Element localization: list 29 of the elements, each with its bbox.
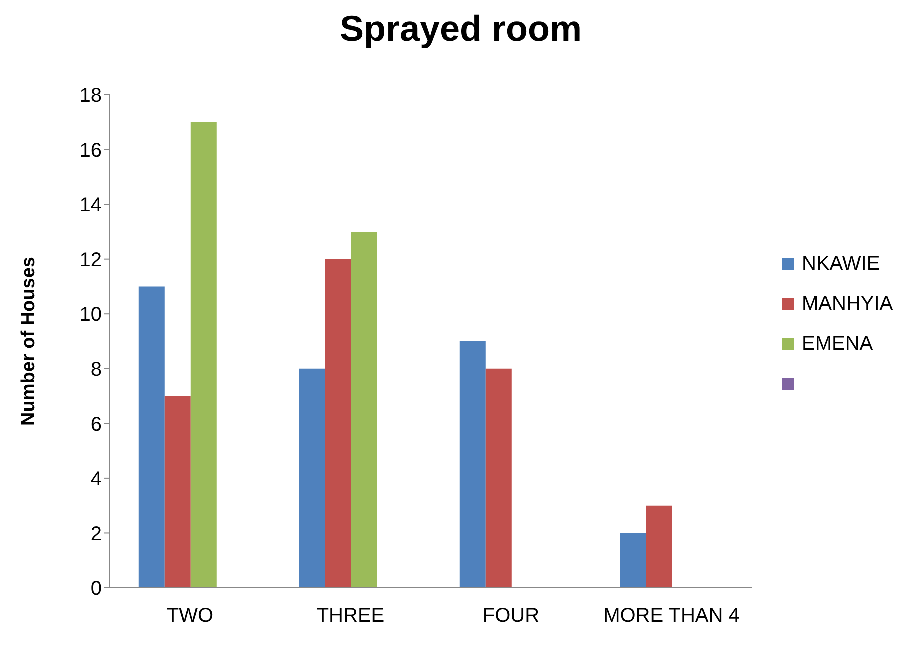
bar bbox=[190, 122, 217, 588]
y-tick-label: 16 bbox=[80, 140, 102, 162]
y-tick-label: 14 bbox=[80, 194, 102, 217]
y-tick-label: 0 bbox=[90, 578, 102, 600]
y-tick-label: 8 bbox=[90, 358, 102, 381]
bar bbox=[646, 506, 672, 588]
y-tick-label: 4 bbox=[90, 468, 102, 491]
legend-label: MANHYIA bbox=[801, 292, 894, 316]
bar bbox=[299, 368, 326, 588]
legend-label: EMENA bbox=[801, 332, 874, 356]
x-tick-label: FOUR bbox=[482, 605, 540, 628]
y-axis-title: Number of Houses bbox=[18, 257, 40, 426]
x-tick-label: THREE bbox=[316, 605, 385, 628]
x-tick-label: TWO bbox=[166, 605, 214, 628]
bar bbox=[138, 286, 165, 588]
chart-title: Sprayed room bbox=[338, 8, 584, 50]
bar bbox=[325, 259, 352, 588]
y-tick-label: 18 bbox=[80, 85, 102, 108]
y-tick-label: 12 bbox=[80, 249, 102, 272]
bar bbox=[620, 533, 646, 588]
y-tick-label: 6 bbox=[90, 414, 102, 436]
y-tick-label: 2 bbox=[90, 523, 102, 546]
legend-label: NKAWIE bbox=[801, 252, 882, 276]
y-tick-label: 10 bbox=[80, 304, 102, 326]
bar bbox=[460, 342, 486, 588]
x-tick-label: MORE THAN 4 bbox=[604, 605, 740, 628]
bar bbox=[164, 396, 191, 588]
bar bbox=[486, 368, 512, 588]
bar bbox=[351, 232, 378, 588]
